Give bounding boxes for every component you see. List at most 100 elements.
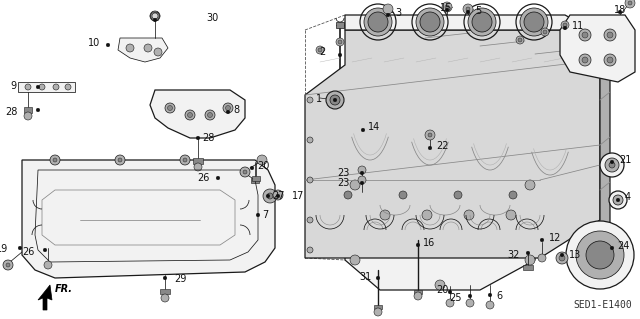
Circle shape <box>579 54 591 66</box>
Text: 5: 5 <box>475 6 481 16</box>
Text: 12: 12 <box>549 233 561 243</box>
Text: 6: 6 <box>496 291 502 301</box>
Circle shape <box>336 38 344 46</box>
Circle shape <box>333 98 337 102</box>
Circle shape <box>541 28 549 36</box>
Circle shape <box>466 299 474 307</box>
Circle shape <box>618 10 622 14</box>
Text: 24: 24 <box>617 241 629 251</box>
Circle shape <box>53 158 57 162</box>
Circle shape <box>360 181 364 185</box>
Circle shape <box>153 18 157 22</box>
Circle shape <box>366 131 376 141</box>
Circle shape <box>560 253 564 257</box>
Text: 18: 18 <box>614 5 627 15</box>
Circle shape <box>257 155 267 165</box>
Circle shape <box>604 54 616 66</box>
Text: 28: 28 <box>202 133 214 143</box>
Circle shape <box>582 57 588 63</box>
Circle shape <box>3 260 13 270</box>
Circle shape <box>466 7 470 11</box>
Text: 30: 30 <box>206 13 218 23</box>
Text: 16: 16 <box>423 238 435 248</box>
Circle shape <box>610 160 614 164</box>
Text: 26: 26 <box>198 173 210 183</box>
Circle shape <box>267 193 273 199</box>
Circle shape <box>163 276 167 280</box>
Circle shape <box>165 103 175 113</box>
Circle shape <box>263 189 277 203</box>
Circle shape <box>307 97 313 103</box>
Circle shape <box>468 8 496 36</box>
Bar <box>193 158 203 164</box>
Circle shape <box>273 190 283 200</box>
Circle shape <box>205 110 215 120</box>
Circle shape <box>446 299 454 307</box>
Circle shape <box>563 23 567 27</box>
Polygon shape <box>565 30 610 258</box>
Circle shape <box>361 128 365 132</box>
Circle shape <box>65 84 71 90</box>
Circle shape <box>425 130 435 140</box>
Circle shape <box>39 84 45 90</box>
Circle shape <box>466 10 470 14</box>
Circle shape <box>380 210 390 220</box>
Text: 8: 8 <box>233 105 239 115</box>
Circle shape <box>386 13 390 17</box>
Text: 7: 7 <box>262 210 268 220</box>
Circle shape <box>518 38 522 42</box>
Circle shape <box>399 191 407 199</box>
Bar <box>252 176 260 181</box>
Bar <box>374 305 382 309</box>
Circle shape <box>428 146 432 150</box>
Polygon shape <box>22 160 275 278</box>
Bar <box>251 178 259 183</box>
Circle shape <box>18 246 22 250</box>
Circle shape <box>454 191 462 199</box>
Text: 20: 20 <box>257 161 269 171</box>
Circle shape <box>24 112 32 120</box>
Circle shape <box>196 136 200 140</box>
Circle shape <box>464 210 474 220</box>
Circle shape <box>625 0 635 8</box>
Circle shape <box>50 155 60 165</box>
Circle shape <box>358 176 366 184</box>
Circle shape <box>350 180 360 190</box>
Circle shape <box>445 5 449 9</box>
Circle shape <box>316 46 324 54</box>
Circle shape <box>520 8 548 36</box>
Circle shape <box>613 195 623 205</box>
Text: 9: 9 <box>10 81 16 91</box>
Circle shape <box>307 137 313 143</box>
Circle shape <box>416 243 420 247</box>
Circle shape <box>183 158 187 162</box>
Circle shape <box>579 29 591 41</box>
Circle shape <box>360 171 364 175</box>
Circle shape <box>628 1 632 5</box>
Text: SED1-E1400: SED1-E1400 <box>573 300 632 310</box>
Circle shape <box>420 12 440 32</box>
Circle shape <box>326 91 344 109</box>
Text: 4: 4 <box>625 192 631 202</box>
Text: 15: 15 <box>440 3 452 13</box>
Circle shape <box>364 8 392 36</box>
Circle shape <box>358 166 366 174</box>
Circle shape <box>509 191 517 199</box>
Polygon shape <box>362 128 380 145</box>
Circle shape <box>225 106 230 110</box>
Circle shape <box>540 238 544 242</box>
Circle shape <box>566 221 634 289</box>
Circle shape <box>376 276 380 280</box>
Text: 26: 26 <box>22 247 35 257</box>
Circle shape <box>506 210 516 220</box>
Circle shape <box>207 113 212 117</box>
Text: 25: 25 <box>449 293 462 303</box>
Text: 10: 10 <box>88 38 100 48</box>
Circle shape <box>350 255 360 265</box>
Circle shape <box>338 40 342 44</box>
Circle shape <box>152 13 158 19</box>
Circle shape <box>194 163 202 171</box>
Circle shape <box>144 44 152 52</box>
Circle shape <box>216 176 220 180</box>
Circle shape <box>414 292 422 300</box>
